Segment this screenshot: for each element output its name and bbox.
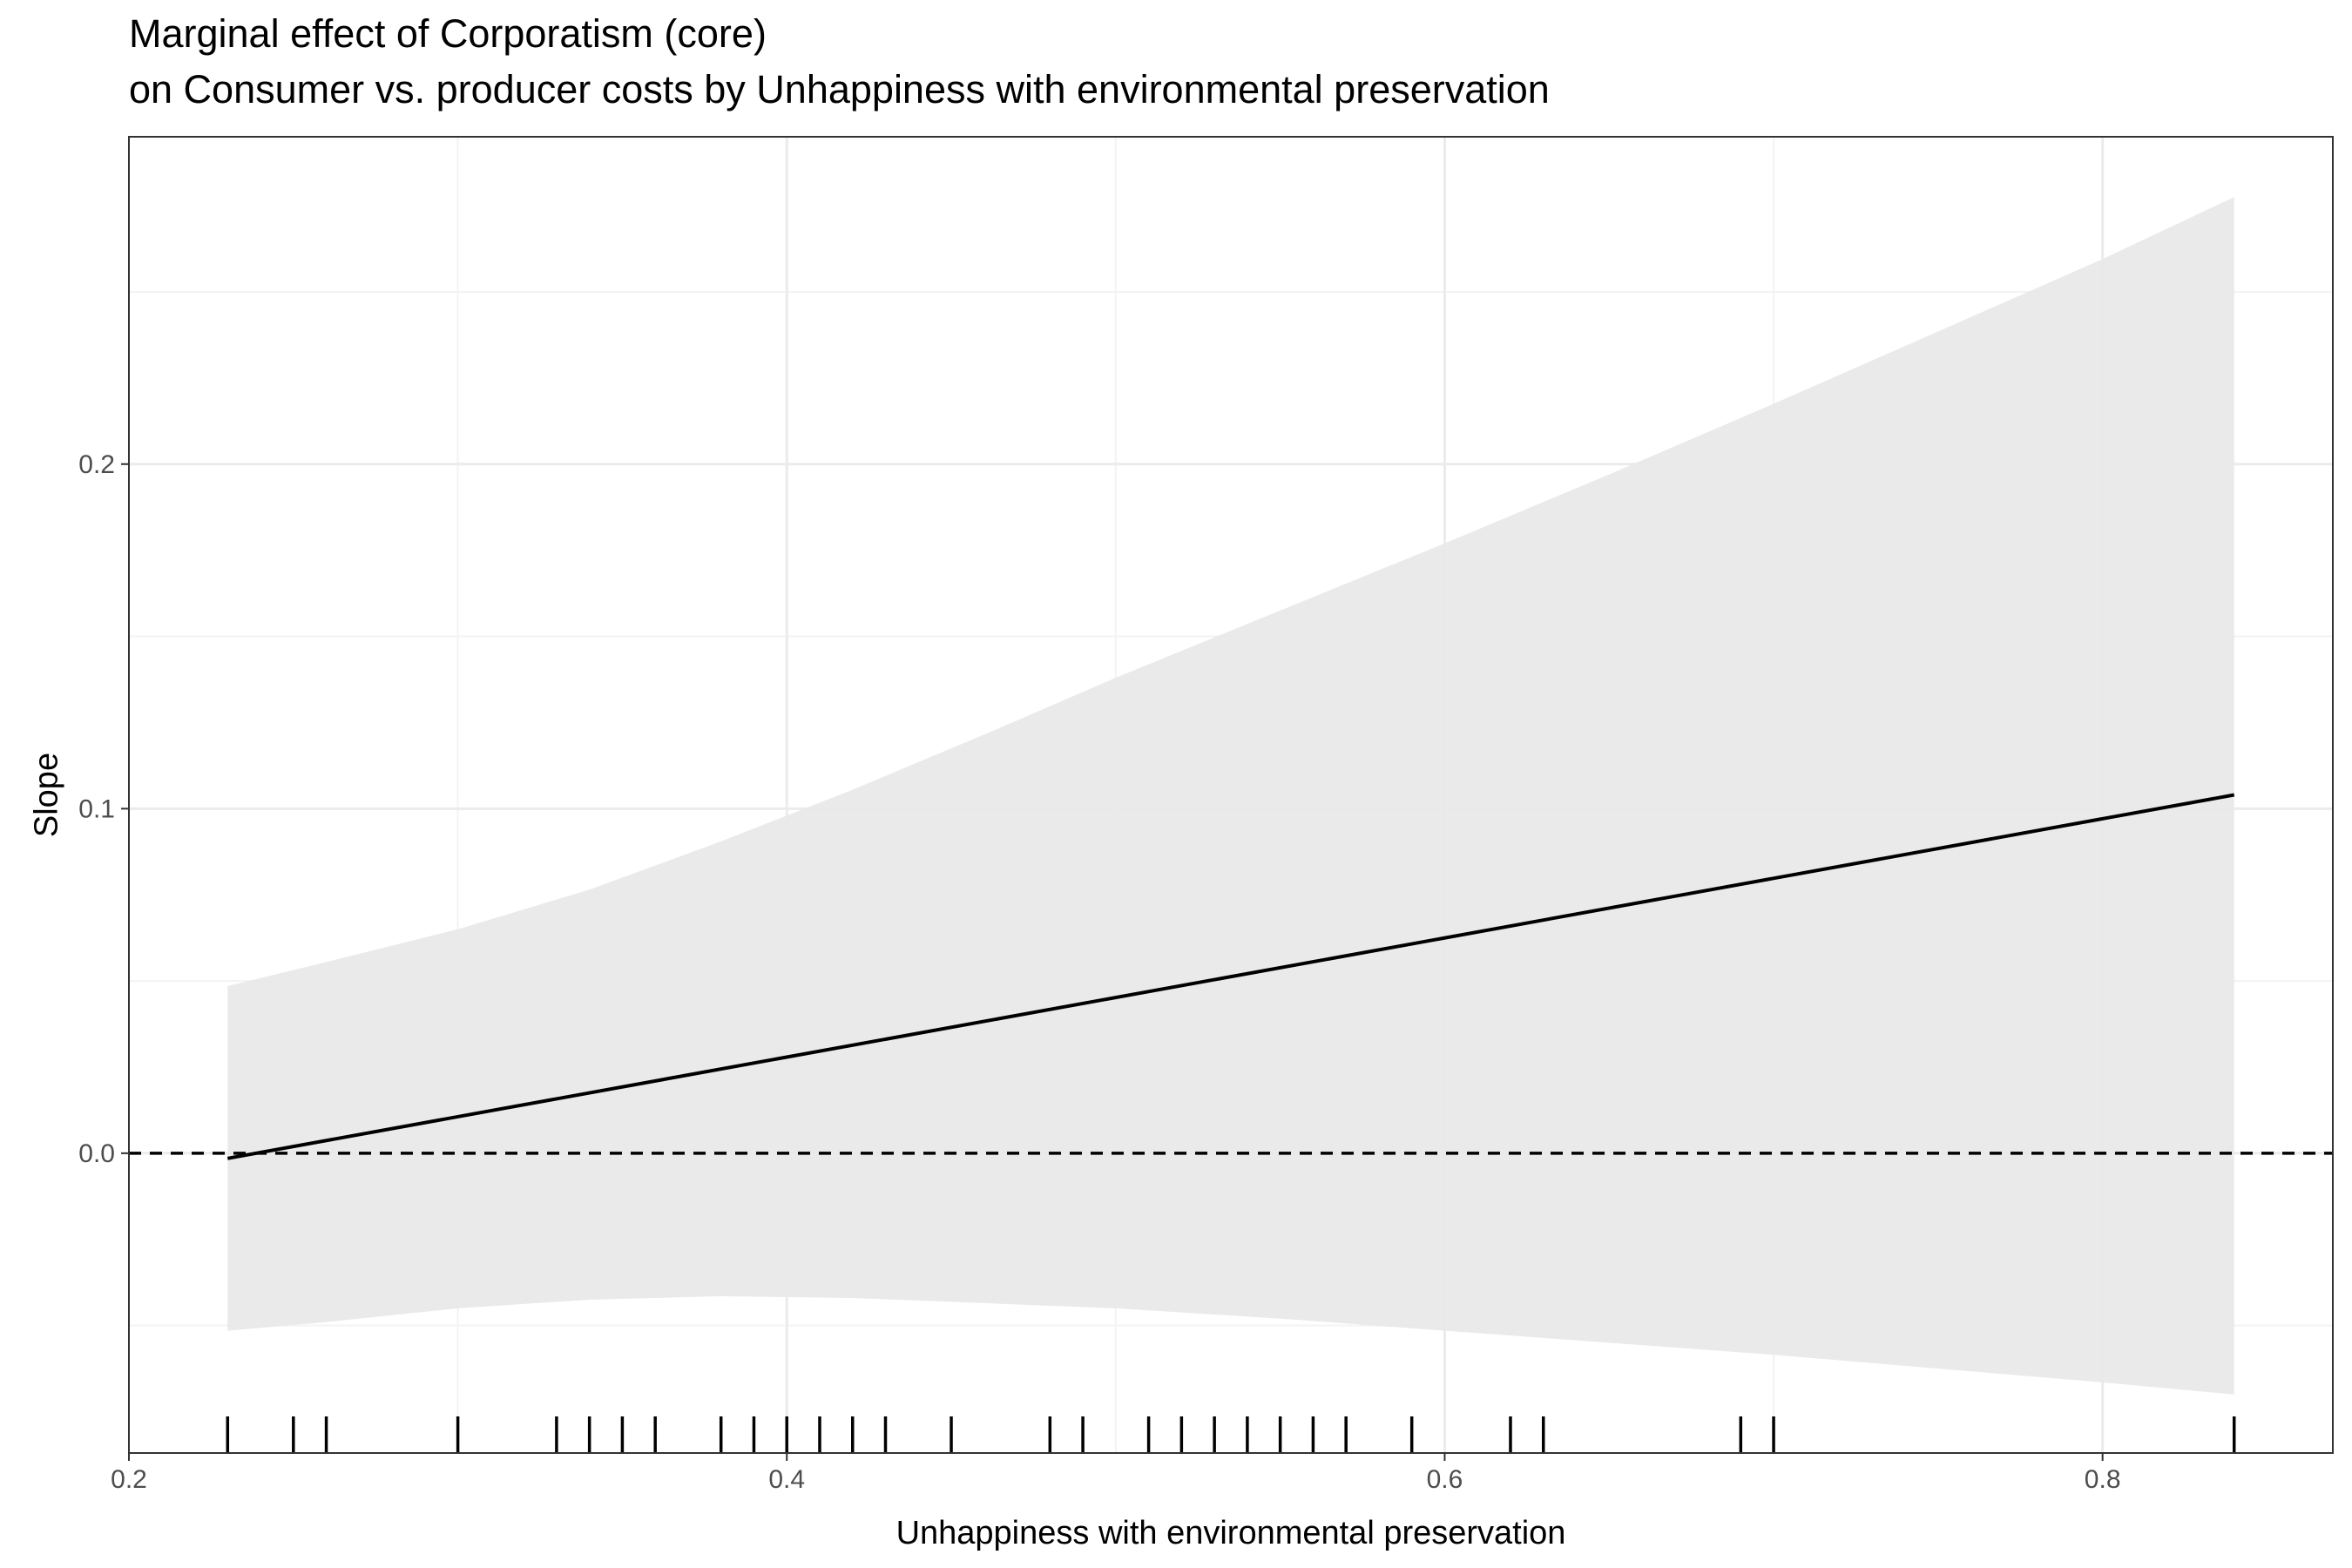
- y-tick-label: 0.0: [78, 1139, 115, 1168]
- y-tick-label: 0.1: [78, 794, 115, 823]
- y-tick-label: 0.2: [78, 450, 115, 479]
- marginal-effect-line: [226, 793, 2235, 1160]
- x-tick-label: 0.8: [2085, 1465, 2121, 1494]
- x-tick-label: 0.4: [768, 1465, 805, 1494]
- series-line-group: [226, 793, 2235, 1160]
- chart-subtitle: on Consumer vs. producer costs by Unhapp…: [129, 67, 1550, 112]
- axes: 0.2 0.4 0.6 0.8 0.0 0.1 0.2: [78, 450, 2120, 1494]
- y-axis-title: Slope: [28, 753, 64, 837]
- x-tick-label: 0.6: [1427, 1465, 1463, 1494]
- rug-marks: [226, 1416, 2236, 1453]
- confidence-band-group: [227, 197, 2234, 1395]
- x-axis-title: Unhappiness with environmental preservat…: [896, 1515, 1566, 1551]
- panel-border: [128, 136, 2334, 1454]
- confidence-band: [227, 197, 2234, 1395]
- x-tick-label: 0.2: [111, 1465, 147, 1494]
- chart-title: Marginal effect of Corporatism (core): [129, 11, 767, 56]
- panel-border-group: [128, 136, 2334, 1454]
